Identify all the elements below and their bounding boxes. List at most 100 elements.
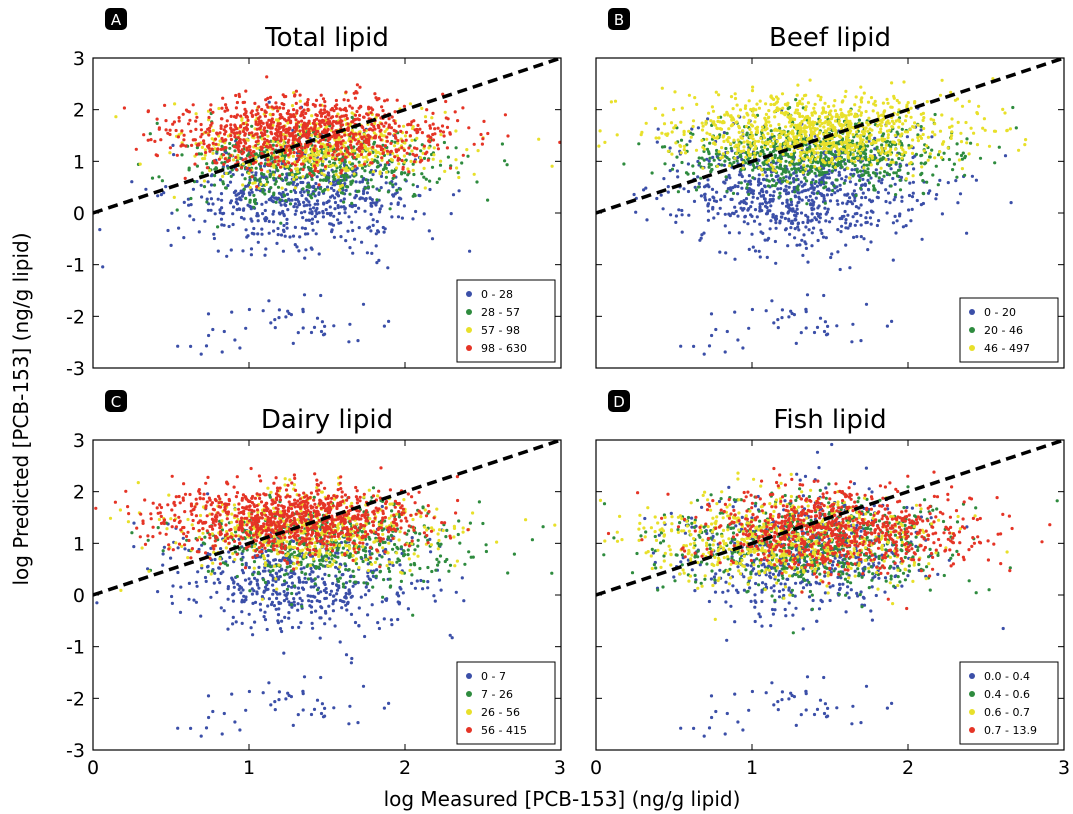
data-point bbox=[216, 143, 221, 147]
data-point bbox=[844, 175, 848, 179]
data-point bbox=[388, 150, 392, 154]
data-point bbox=[883, 137, 887, 141]
data-point bbox=[354, 194, 358, 198]
data-point bbox=[806, 260, 810, 264]
data-point bbox=[260, 202, 264, 206]
data-point bbox=[250, 109, 254, 113]
data-point bbox=[260, 168, 264, 172]
data-point bbox=[908, 127, 912, 132]
data-point bbox=[862, 237, 866, 241]
data-point bbox=[751, 85, 755, 89]
data-point bbox=[830, 181, 835, 185]
data-point bbox=[208, 149, 212, 153]
data-point bbox=[764, 141, 768, 145]
data-point bbox=[251, 134, 255, 138]
data-point bbox=[847, 176, 852, 180]
data-point bbox=[207, 143, 211, 147]
data-point bbox=[774, 221, 778, 225]
data-point bbox=[889, 147, 893, 151]
data-point bbox=[881, 132, 886, 136]
data-point bbox=[427, 146, 431, 150]
data-point bbox=[248, 185, 252, 190]
data-point bbox=[808, 78, 812, 82]
data-point bbox=[406, 167, 410, 171]
data-point bbox=[245, 166, 249, 170]
data-point bbox=[753, 208, 758, 212]
data-point bbox=[256, 219, 260, 223]
data-point bbox=[368, 196, 372, 200]
data-point bbox=[866, 129, 870, 133]
data-point bbox=[975, 143, 980, 147]
data-point bbox=[276, 155, 280, 159]
data-point bbox=[390, 170, 394, 175]
data-point bbox=[177, 116, 181, 120]
data-point bbox=[761, 193, 766, 197]
data-point bbox=[428, 179, 432, 183]
data-point bbox=[472, 142, 476, 146]
data-point bbox=[274, 101, 278, 105]
data-point bbox=[353, 164, 357, 168]
data-point bbox=[269, 321, 273, 325]
data-point bbox=[794, 170, 798, 174]
data-point bbox=[246, 118, 250, 122]
data-point bbox=[301, 125, 305, 129]
panel-letter: A bbox=[111, 11, 122, 29]
data-point bbox=[380, 156, 384, 160]
data-point bbox=[558, 140, 561, 144]
data-point bbox=[769, 124, 773, 128]
data-point bbox=[274, 179, 278, 184]
data-point bbox=[397, 162, 401, 166]
data-point bbox=[909, 219, 913, 223]
data-point bbox=[800, 238, 804, 242]
data-point bbox=[657, 136, 661, 140]
data-point bbox=[888, 140, 893, 144]
data-point bbox=[299, 114, 303, 118]
data-point bbox=[731, 191, 736, 195]
data-point bbox=[752, 166, 757, 170]
data-point bbox=[851, 192, 855, 196]
data-point bbox=[252, 193, 256, 197]
data-point bbox=[987, 144, 992, 148]
data-point bbox=[915, 198, 919, 203]
data-point bbox=[736, 214, 740, 218]
data-point bbox=[350, 106, 354, 110]
data-point bbox=[266, 134, 270, 138]
data-point bbox=[396, 215, 401, 219]
data-point bbox=[224, 171, 228, 175]
data-point bbox=[904, 224, 908, 228]
data-point bbox=[255, 188, 259, 192]
data-point bbox=[265, 103, 269, 107]
data-point bbox=[171, 143, 175, 147]
data-point bbox=[716, 156, 720, 160]
data-point bbox=[301, 187, 305, 191]
data-point bbox=[735, 152, 739, 156]
data-point bbox=[843, 168, 847, 172]
data-point bbox=[197, 143, 201, 147]
data-point bbox=[766, 132, 770, 136]
data-point bbox=[793, 111, 797, 115]
data-point bbox=[331, 115, 335, 119]
data-point bbox=[793, 190, 797, 194]
data-point bbox=[200, 145, 204, 149]
data-point bbox=[886, 101, 890, 105]
data-point bbox=[844, 89, 848, 93]
data-point bbox=[844, 218, 848, 222]
data-point bbox=[749, 131, 753, 135]
data-point bbox=[375, 144, 379, 148]
data-point bbox=[292, 115, 297, 119]
data-point bbox=[766, 116, 770, 120]
data-point bbox=[244, 111, 248, 115]
data-point bbox=[224, 151, 228, 155]
data-point bbox=[134, 147, 138, 151]
data-point bbox=[859, 213, 863, 217]
data-point bbox=[180, 129, 184, 133]
data-point bbox=[837, 115, 841, 120]
data-point bbox=[747, 118, 751, 122]
data-point bbox=[276, 140, 280, 144]
data-point bbox=[684, 151, 688, 155]
data-point bbox=[796, 103, 800, 108]
data-point bbox=[410, 138, 414, 142]
data-point bbox=[879, 166, 883, 170]
data-point bbox=[814, 147, 818, 151]
